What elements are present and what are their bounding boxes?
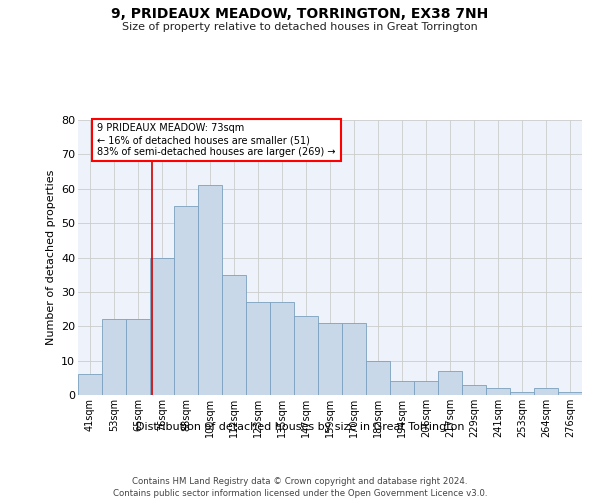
- Bar: [174, 206, 198, 395]
- Bar: [390, 381, 414, 395]
- Bar: [102, 320, 126, 395]
- Text: Distribution of detached houses by size in Great Torrington: Distribution of detached houses by size …: [136, 422, 464, 432]
- Y-axis label: Number of detached properties: Number of detached properties: [46, 170, 56, 345]
- Bar: [366, 360, 390, 395]
- Bar: [438, 371, 462, 395]
- Bar: [486, 388, 510, 395]
- Bar: [270, 302, 294, 395]
- Bar: [126, 320, 150, 395]
- Bar: [78, 374, 102, 395]
- Bar: [198, 186, 222, 395]
- Bar: [222, 274, 246, 395]
- Text: 9 PRIDEAUX MEADOW: 73sqm
← 16% of detached houses are smaller (51)
83% of semi-d: 9 PRIDEAUX MEADOW: 73sqm ← 16% of detach…: [97, 124, 336, 156]
- Bar: [510, 392, 534, 395]
- Bar: [534, 388, 558, 395]
- Bar: [294, 316, 318, 395]
- Bar: [342, 323, 366, 395]
- Bar: [150, 258, 174, 395]
- Bar: [558, 392, 582, 395]
- Bar: [414, 381, 438, 395]
- Text: 9, PRIDEAUX MEADOW, TORRINGTON, EX38 7NH: 9, PRIDEAUX MEADOW, TORRINGTON, EX38 7NH: [112, 8, 488, 22]
- Bar: [318, 323, 342, 395]
- Text: Size of property relative to detached houses in Great Torrington: Size of property relative to detached ho…: [122, 22, 478, 32]
- Text: Contains HM Land Registry data © Crown copyright and database right 2024.: Contains HM Land Registry data © Crown c…: [132, 478, 468, 486]
- Bar: [462, 384, 486, 395]
- Text: Contains public sector information licensed under the Open Government Licence v3: Contains public sector information licen…: [113, 489, 487, 498]
- Bar: [246, 302, 270, 395]
